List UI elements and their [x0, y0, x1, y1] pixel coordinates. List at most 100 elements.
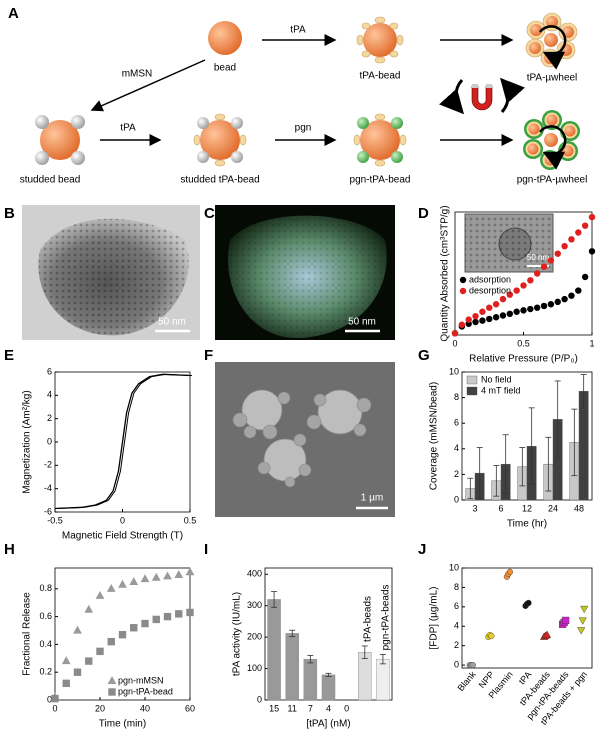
marker: [152, 615, 160, 624]
magnet-icon: [439, 77, 525, 115]
eds-image: 50 nm: [215, 205, 395, 340]
y-tick-label: 8: [454, 392, 459, 402]
diagram-label: tPA-µwheel: [527, 73, 578, 84]
panel-label: F: [204, 347, 213, 364]
x-tick-label: 20: [95, 703, 105, 713]
legend-label: pgn-tPA-bead: [118, 686, 173, 696]
marker: [73, 625, 82, 634]
marker: [85, 657, 93, 665]
marker: [151, 572, 161, 581]
diagram-label: mMSN: [122, 69, 153, 80]
marker: [581, 222, 589, 229]
marker: [486, 315, 493, 323]
pgn-tpa-wheel-icon: [523, 110, 580, 170]
marker: [465, 316, 472, 323]
marker: [575, 287, 582, 294]
x-axis-label: Relative Pressure (P/P₀): [469, 354, 578, 365]
x-tick-label: 7: [308, 703, 313, 713]
panel-label: C: [204, 205, 215, 222]
marker: [499, 312, 507, 319]
y-axis-label: Quantity Absorbed (cm³STP/g): [440, 205, 451, 341]
y-tick-label: 0: [454, 494, 459, 504]
y-tick-label: 200: [247, 632, 262, 642]
marker: [472, 318, 479, 326]
y-tick-label: -2: [44, 460, 52, 470]
y-tick-label: 4: [454, 443, 459, 453]
scale-bar-label: 50 nm: [158, 317, 186, 328]
marker: [84, 604, 94, 613]
y-tick-label: 6: [454, 418, 459, 428]
marker: [568, 236, 575, 243]
y-tick-label: 0: [47, 694, 52, 704]
marker: [568, 292, 575, 299]
marker: [486, 304, 493, 311]
marker: [527, 277, 534, 284]
studded-bead-icon: [35, 115, 85, 165]
scale-bar-label: 50 nm: [527, 253, 550, 262]
marker: [506, 310, 514, 318]
marker: [186, 608, 194, 617]
x-tick-label: 6: [498, 503, 503, 513]
y-tick-label: 0: [454, 659, 459, 669]
marker: [451, 330, 459, 337]
marker: [499, 295, 507, 303]
marker: [588, 248, 596, 255]
y-tick-label: 100: [247, 663, 262, 673]
marker: [107, 676, 117, 685]
panel-label: B: [4, 205, 15, 222]
y-tick-label: 4: [454, 621, 459, 631]
marker: [62, 679, 70, 688]
marker: [533, 304, 541, 311]
x-tick-label: 11: [288, 703, 297, 713]
line: [54, 373, 191, 510]
diagram-label: pgn-tPA-µwheel: [517, 175, 588, 186]
y-tick-label: 8: [454, 582, 459, 592]
marker: [561, 242, 568, 250]
marker: [562, 616, 570, 625]
marker: [459, 276, 467, 284]
x-tick-label: 0: [52, 703, 57, 713]
diagram-label: bead: [214, 63, 236, 74]
marker: [108, 688, 116, 696]
y-tick-label: 2: [47, 413, 52, 423]
y-tick-label: 6: [454, 601, 459, 611]
marker: [174, 570, 184, 579]
tpa-wheel-icon: [525, 12, 578, 70]
inset-texture: [465, 214, 553, 272]
y-tick-label: 0.2: [39, 667, 52, 677]
marker: [577, 627, 586, 635]
y-tick-label: 10: [449, 562, 459, 572]
legend-swatch: [466, 386, 478, 396]
marker: [163, 612, 172, 621]
marker: [95, 590, 105, 599]
x-axis-label: Time (hr): [507, 519, 547, 530]
x-tick-label: 60: [185, 703, 195, 713]
y-tick-label: 400: [247, 569, 262, 579]
scale-bar-label: 50 nm: [348, 317, 376, 328]
x-axis-label: Magnetic Field Strength (T): [62, 531, 183, 542]
marker: [588, 213, 596, 221]
bar: [303, 658, 318, 701]
x-tick-label: 0.5: [184, 515, 197, 525]
y-tick-label: 6: [47, 366, 52, 376]
x-tick-label: 3: [472, 503, 477, 513]
marker: [185, 567, 195, 576]
y-axis-label: Magnetization (Am²/kg): [22, 390, 33, 493]
y-axis-label: Fractional Release: [22, 592, 33, 676]
category-label: pgn-tPA-beads: [381, 584, 392, 650]
diagram-label: tPA: [290, 25, 306, 36]
marker: [118, 630, 127, 639]
marker: [561, 295, 568, 303]
marker: [513, 287, 520, 294]
y-tick-label: -4: [44, 483, 52, 493]
panel-label: D: [418, 205, 429, 222]
marker: [520, 282, 527, 289]
legend-label: desorption: [469, 285, 511, 295]
marker: [118, 579, 127, 588]
y-axis-label: Coverage (mMSN/bead): [429, 382, 440, 490]
x-tick-label: 1: [589, 338, 594, 348]
marker: [472, 312, 479, 320]
plot-frame: [54, 567, 191, 701]
marker: [140, 574, 150, 583]
marker: [479, 308, 486, 315]
